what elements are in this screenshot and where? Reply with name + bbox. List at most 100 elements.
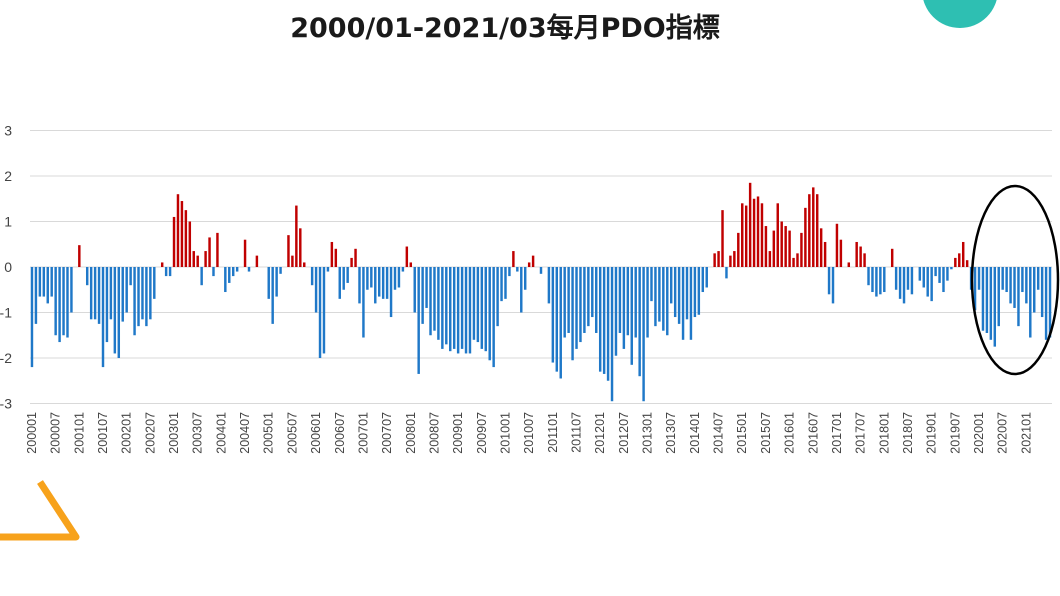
bar [1001,267,1004,290]
y-tick-label: 1 [4,214,12,230]
bar [741,203,744,267]
bar [863,253,866,267]
bar [287,235,290,267]
bar [180,201,184,267]
x-tick-label: 201501 [735,412,749,454]
bar [168,267,172,277]
x-tick-label: 201507 [759,412,773,454]
bar [555,267,559,372]
bar [318,267,322,358]
bar [926,267,929,297]
bar [366,267,369,290]
bar [105,267,109,343]
bar [614,267,618,356]
bar [1040,267,1044,318]
bar [997,267,1000,327]
bar [713,253,716,267]
bar [934,267,937,277]
bar [176,194,180,267]
x-tick-label: 202101 [1019,412,1033,454]
bar [326,267,330,272]
bar [1017,267,1020,327]
bar [673,267,677,318]
bar [583,267,586,333]
bar [109,267,113,320]
bar [93,267,97,320]
bar [1009,267,1012,304]
bar [547,267,551,304]
bar [449,267,452,352]
bar [480,267,484,349]
bar [867,267,870,286]
bar [681,267,685,340]
bar [117,267,121,358]
bar [322,267,326,354]
bar [859,246,862,267]
bar [839,239,843,267]
bar [918,267,922,281]
bar [760,203,764,267]
bar [137,267,140,327]
bar [768,251,772,267]
bar [377,267,381,297]
bar [299,228,302,267]
bar [374,267,377,304]
x-tick-label: 201801 [877,412,891,454]
bar [879,267,882,295]
bar [303,262,306,267]
bar [973,267,977,311]
bar [954,257,957,267]
bar [772,230,776,267]
bar [476,267,480,343]
bar [228,267,231,283]
bar [989,267,993,340]
x-tick-label: 201101 [546,412,560,453]
bar [78,245,81,267]
bar [804,207,807,267]
bar [50,267,53,297]
bar [38,267,42,297]
x-tick-label: 201007 [522,412,536,454]
bar [823,241,827,267]
bar [149,267,152,320]
y-tick-label: 3 [4,123,12,139]
bar [405,246,409,267]
bar [602,267,606,374]
bar [756,196,760,267]
bar [1013,267,1016,308]
bar [808,194,811,267]
bar [815,194,819,267]
bar [212,267,215,277]
bar [58,267,61,343]
bar [752,198,756,267]
bar [1036,267,1040,290]
bar [693,267,697,318]
bar [626,267,630,336]
bar [930,267,933,302]
x-tick-label: 200601 [309,412,323,454]
bar [748,182,752,267]
bar [733,251,736,267]
bar [295,205,298,267]
orange-decoration [0,480,80,541]
x-tick-label: 201307 [664,412,678,454]
bar [184,210,188,268]
bar [204,251,207,267]
bar [429,267,432,336]
bar [729,255,732,268]
bar [310,267,314,286]
bar [401,267,405,272]
bar [812,187,815,268]
bar [255,255,259,268]
bar [338,267,341,299]
bar [129,267,132,286]
bar [243,239,247,267]
x-tick-label: 201107 [570,412,584,453]
bar [906,267,910,290]
bar [977,267,981,290]
x-tick-label: 200701 [356,412,370,454]
x-tick-label: 200907 [475,412,489,454]
bar [559,267,562,379]
bar [456,267,460,354]
bar [488,267,491,361]
